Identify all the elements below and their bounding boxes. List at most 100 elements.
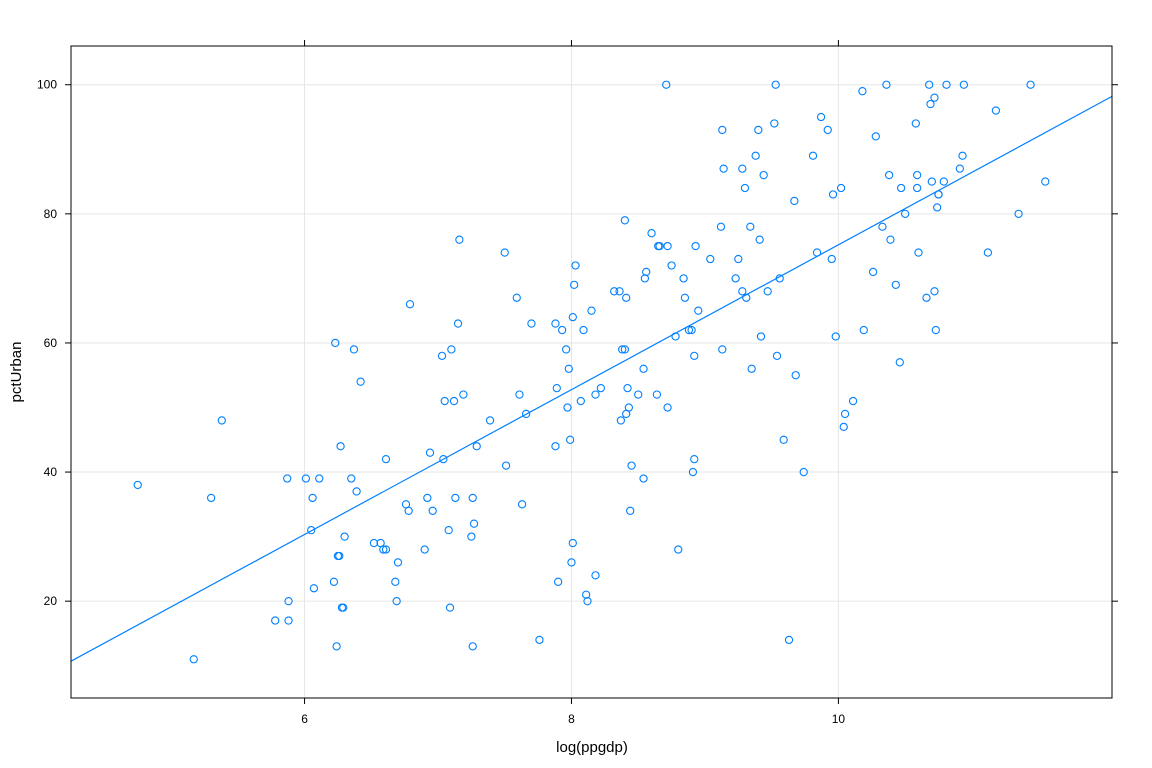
data-point [828,190,838,199]
data-point [428,506,437,515]
data-point [731,274,740,283]
data-point [718,345,727,354]
data-point [576,396,585,406]
data-point [339,603,348,612]
data-point [1026,80,1035,89]
data-point [596,383,605,393]
data-point [639,364,648,373]
data-point [455,235,464,244]
data-point [582,590,591,599]
data-point [356,377,365,386]
data-point [914,248,923,257]
data-point [742,293,751,302]
data-point [340,532,349,541]
data-point [624,403,634,412]
data-point [674,545,683,554]
data-point [662,80,671,89]
data-point [1014,209,1023,218]
data-point [930,93,939,102]
data-point [688,467,698,477]
data-point [779,435,788,444]
data-point [639,474,648,483]
data-point [871,132,880,141]
data-point [557,325,567,335]
data-point [848,396,858,406]
data-point [622,293,631,302]
data-point [891,280,900,290]
data-point [284,597,293,606]
data-point [770,119,779,128]
data-point [391,577,400,586]
data-point [579,325,588,335]
data-point [1041,177,1050,186]
data-point [747,364,756,373]
data-point [568,538,577,548]
data-point [958,151,967,160]
data-point [583,597,592,606]
data-point [671,332,680,341]
data-point [836,183,846,193]
fit-line-layer [70,95,1113,662]
data-point [349,345,359,354]
data-point [626,506,635,515]
data-point [535,635,544,645]
data-point [459,390,468,399]
data-point [930,287,939,296]
data-point [634,390,643,399]
data-point [655,241,664,251]
data-point [517,500,527,509]
points-layer [133,80,1050,664]
data-point [331,338,340,348]
data-point [680,293,690,302]
data-point [934,190,943,199]
data-point [308,493,317,503]
y-tick-label: 60 [44,336,58,350]
data-point [620,345,630,354]
data-point [868,267,878,277]
x-tick-label: 8 [568,712,575,726]
data-point [425,448,435,457]
data-point [468,493,477,503]
data-point [718,125,727,135]
data-point [799,467,808,477]
data-point [271,616,280,625]
data-point [512,293,521,302]
data-point [451,493,460,503]
data-point [663,241,672,251]
data-point [959,80,969,89]
plot-frame [70,45,1113,699]
data-point [521,409,531,419]
data-point [816,112,826,122]
data-point [444,526,453,535]
data-point [453,319,463,328]
data-point [939,177,948,186]
data-point [447,345,456,354]
data-point [927,177,936,186]
data-point [754,125,763,135]
data-point [567,558,576,567]
data-point [591,390,600,399]
data-point [684,325,694,335]
data-point [440,396,449,406]
data-point [551,442,560,451]
data-point [763,287,772,296]
data-point [553,577,563,586]
data-point [329,577,339,586]
data-point [568,312,577,322]
data-point [332,642,341,651]
y-tick-label: 80 [44,207,58,221]
data-point [911,119,920,128]
data-point [570,280,579,290]
data-point [527,319,536,328]
data-point [420,545,429,554]
data-point [895,358,904,367]
data-point [369,538,379,548]
data-point [485,416,495,425]
data-point [379,545,388,554]
data-point [831,332,840,341]
data-point [640,274,650,283]
data-point [423,493,432,503]
data-point [647,229,656,238]
data-point [381,454,391,464]
